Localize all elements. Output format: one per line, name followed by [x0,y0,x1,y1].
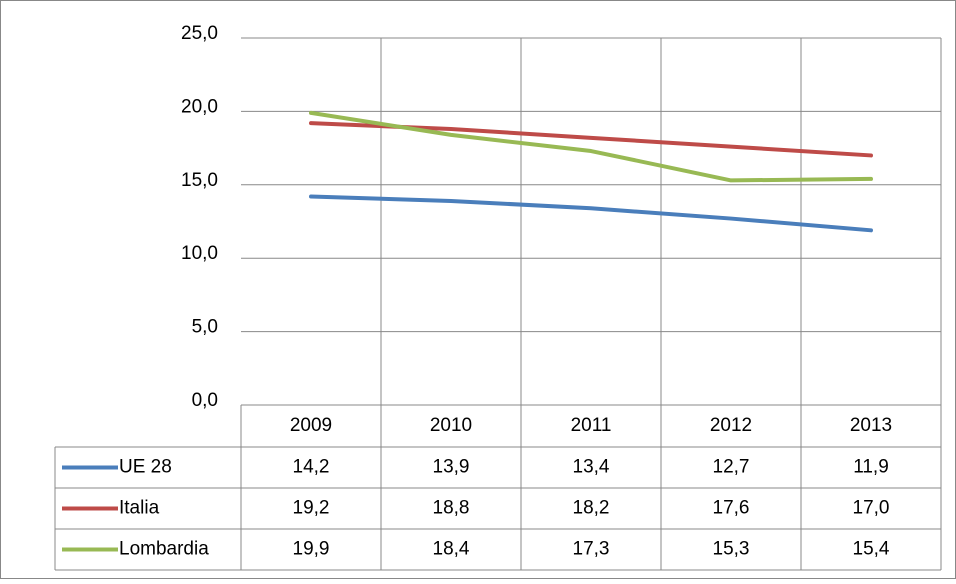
table-value: 17,6 [713,498,750,519]
table-value: 19,2 [293,498,330,519]
y-tick-label: 5,0 [192,317,218,338]
legend-label: Italia [119,498,160,519]
y-tick-label: 20,0 [181,96,218,117]
y-tick-label: 15,0 [181,170,218,191]
series-line [309,110,873,183]
table-value: 11,9 [853,457,889,478]
x-tick-label: 2011 [571,415,612,436]
y-tick-label: 10,0 [181,243,218,264]
x-tick-label: 2013 [850,415,892,436]
table-value: 13,9 [433,457,470,478]
y-tick-label: 25,0 [181,23,218,44]
table-value: 18,4 [433,539,470,560]
table-value: 12,7 [713,457,750,478]
table-value: 13,4 [573,457,610,478]
legend-label: Lombardia [119,539,209,560]
x-tick-label: 2012 [710,415,752,436]
table-value: 19,9 [293,539,330,560]
y-tick-label: 0,0 [192,390,218,411]
table-value: 17,3 [573,539,610,560]
series-line [309,194,873,233]
table-value: 15,3 [713,539,750,560]
table-value: 15,4 [853,539,890,560]
x-tick-label: 2010 [430,415,472,436]
table-value: 17,0 [853,498,890,519]
table-value: 18,8 [433,498,470,519]
table-value: 18,2 [573,498,610,519]
table-value: 14,2 [293,457,330,478]
legend-label: UE 28 [119,457,172,478]
x-tick-label: 2009 [290,415,332,436]
